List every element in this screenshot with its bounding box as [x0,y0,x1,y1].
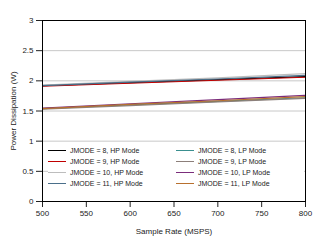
svg-text:500: 500 [36,209,50,218]
svg-text:1.5: 1.5 [22,107,34,116]
svg-text:3: 3 [29,16,34,25]
svg-text:Sample Rate (MSPS): Sample Rate (MSPS) [136,227,213,236]
html-text:JMODE = 11, HP Mode: JMODE = 11, HP Mode [70,180,143,187]
html-text:JMODE = 9, LP Mode: JMODE = 9, LP Mode [198,158,267,165]
svg-text:2.5: 2.5 [22,46,34,55]
html-text:JMODE = 10, HP Mode: JMODE = 10, HP Mode [70,169,144,176]
svg-text:2: 2 [29,76,34,85]
html-text:JMODE = 9, HP Mode: JMODE = 9, HP Mode [70,158,140,165]
svg-text:550: 550 [80,209,94,218]
svg-text:700: 700 [211,209,225,218]
html-text:JMODE = 10, LP Mode: JMODE = 10, LP Mode [198,169,270,176]
svg-text:600: 600 [123,209,137,218]
svg-text:1: 1 [29,137,34,146]
html-text:JMODE = 8, LP Mode: JMODE = 8, LP Mode [198,147,267,154]
svg-text:0: 0 [29,197,34,206]
svg-text:0.5: 0.5 [22,167,34,176]
svg-text:Power Dissipation (W): Power Dissipation (W) [9,71,18,150]
svg-text:750: 750 [255,209,269,218]
svg-text:650: 650 [167,209,181,218]
html-text:JMODE = 8, HP Mode: JMODE = 8, HP Mode [70,147,140,154]
svg-text:800: 800 [299,209,313,218]
html-text:JMODE = 11, LP Mode: JMODE = 11, LP Mode [198,180,270,187]
